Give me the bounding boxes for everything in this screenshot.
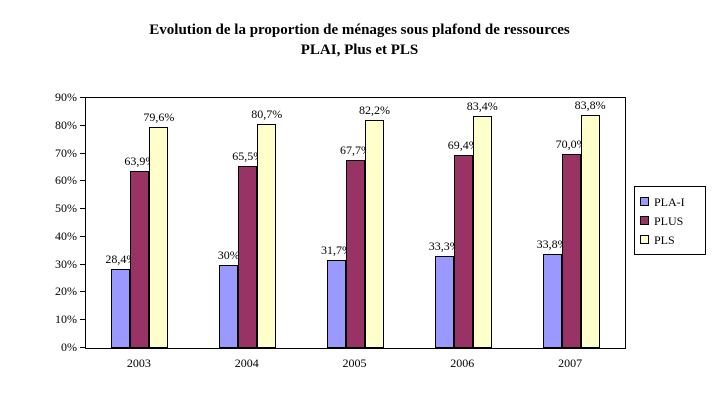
bar-pla-i-2003 — [111, 269, 131, 348]
bar-value-label: 83,8% — [574, 98, 606, 113]
bar-pls-2004 — [257, 123, 277, 348]
y-tick-label: 10% — [55, 312, 77, 327]
bar-value-label: 28,4% — [105, 252, 137, 267]
bar-pla-i-2004 — [219, 264, 239, 348]
legend-label: PLS — [654, 232, 675, 247]
y-tick-label: 30% — [55, 256, 77, 271]
chart-title-line1: Evolution de la proportion de ménages so… — [149, 22, 570, 38]
legend: PLA-I PLUS PLS — [634, 186, 706, 255]
legend-item-pls: PLS — [640, 230, 700, 249]
y-tick-mark — [80, 152, 85, 154]
y-tick-label: 0% — [61, 340, 77, 354]
y-tick-mark — [80, 235, 85, 237]
bar-value-label: 79,6% — [143, 109, 175, 124]
y-tick-mark — [80, 291, 85, 293]
bar-value-label: 33,3% — [428, 238, 460, 253]
y-tick-label: 40% — [55, 228, 77, 243]
y-tick-label: 50% — [55, 201, 77, 216]
y-tick-mark — [80, 97, 85, 98]
bar-pls-2005 — [365, 119, 384, 348]
bar-plus-2003 — [130, 170, 150, 348]
legend-swatch-icon — [640, 216, 649, 225]
y-tick-mark — [80, 263, 85, 265]
y-tick-label: 80% — [55, 117, 77, 132]
bar-pla-i-2005 — [327, 259, 346, 348]
chart-title-line2: PLAI, Plus et PLS — [300, 42, 419, 58]
bar-pls-2007 — [580, 115, 600, 348]
plot-area: 28,4% 63,9% 79,6% 30% 65,5% 80,7% 31,7% 67,7% 82… — [85, 97, 626, 349]
bar-pls-2003 — [149, 126, 169, 348]
x-category-label: 2004 — [234, 356, 259, 370]
bar-plus-2004 — [238, 166, 258, 348]
bar-value-label: 70,0% — [555, 136, 587, 151]
x-category-label: 2006 — [450, 356, 475, 370]
bar-plus-2005 — [346, 159, 365, 348]
y-tick-label: 90% — [55, 90, 77, 104]
bar-value-label: 31,7% — [321, 242, 352, 257]
x-category-label: 2007 — [558, 356, 583, 370]
y-tick-mark — [80, 180, 85, 182]
bar-value-label: 63,9% — [124, 153, 156, 168]
bar-value-label: 30% — [217, 247, 240, 262]
y-tick-mark — [80, 319, 85, 321]
bar-pls-2006 — [472, 116, 492, 348]
bar-value-label: 82,2% — [359, 102, 390, 117]
bar-value-label: 33,8% — [536, 237, 568, 252]
bar-value-label: 69,4% — [447, 138, 479, 153]
bar-value-label: 80,7% — [251, 106, 283, 121]
legend-label: PLUS — [654, 213, 684, 228]
bar-pla-i-2007 — [542, 254, 562, 348]
y-tick-mark — [80, 208, 85, 210]
legend-item-pla-i: PLA-I — [640, 192, 700, 211]
legend-item-plus: PLUS — [640, 211, 700, 230]
bar-value-label: 67,7% — [340, 142, 371, 157]
x-category-label: 2005 — [342, 356, 367, 370]
y-tick-mark — [80, 124, 85, 126]
bar-plus-2006 — [453, 155, 473, 348]
bar-plus-2007 — [561, 153, 581, 348]
bar-pla-i-2006 — [434, 255, 454, 348]
legend-swatch-icon — [640, 197, 649, 206]
y-tick-label: 20% — [55, 284, 77, 299]
legend-label: PLA-I — [654, 194, 685, 209]
legend-swatch-icon — [640, 235, 649, 244]
bar-value-label: 65,5% — [232, 149, 264, 164]
y-tick-label: 60% — [55, 173, 77, 188]
chart-title: Evolution de la proportion de ménages so… — [0, 20, 719, 60]
x-category-label: 2003 — [126, 356, 151, 370]
bar-value-label: 83,4% — [466, 99, 498, 114]
y-tick-label: 70% — [55, 145, 77, 160]
y-tick-mark — [80, 347, 85, 348]
